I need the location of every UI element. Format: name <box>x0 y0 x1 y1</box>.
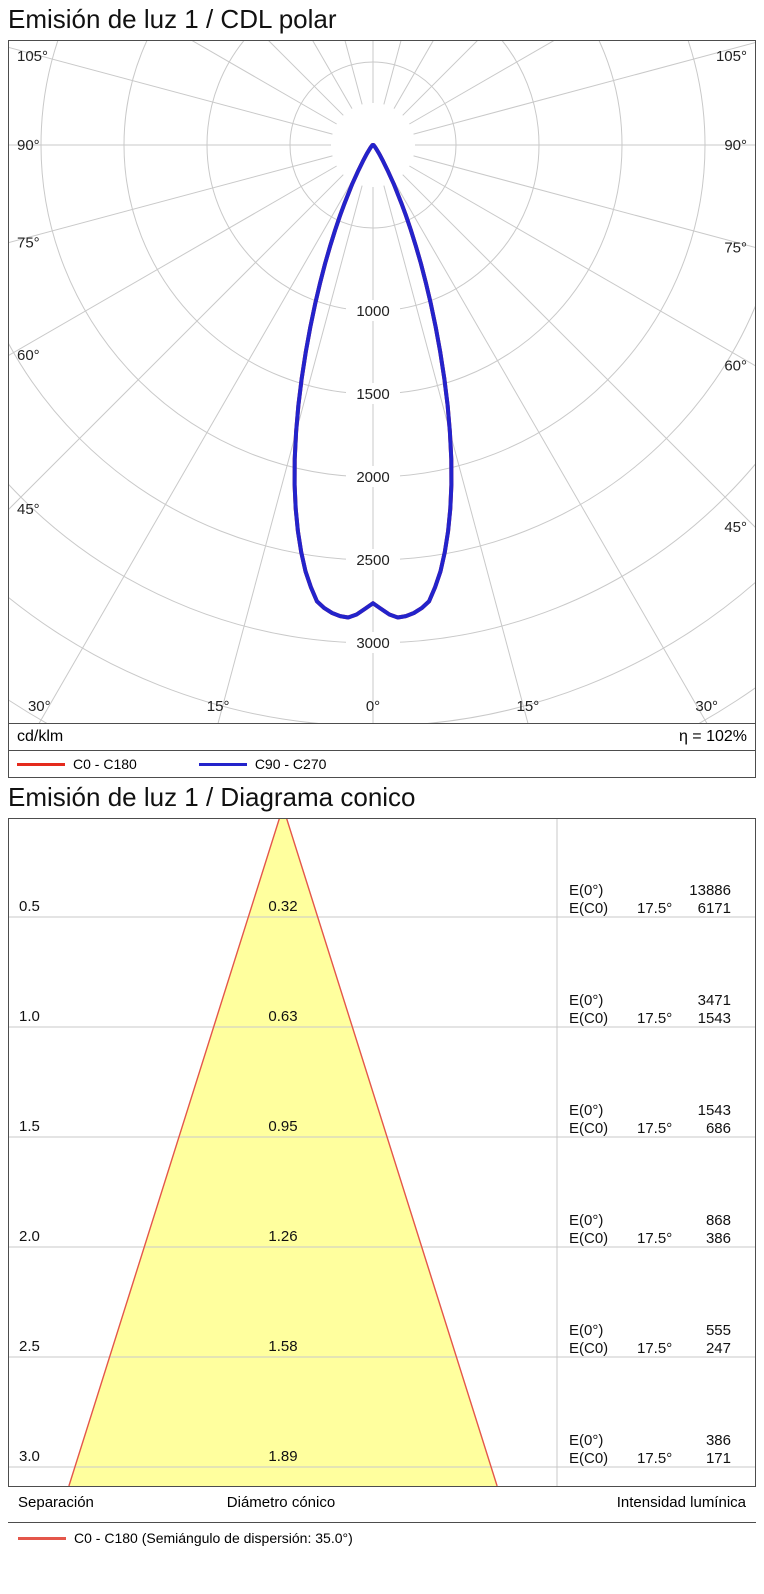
svg-text:0.32: 0.32 <box>268 898 297 915</box>
svg-text:E(C0): E(C0) <box>569 1230 608 1247</box>
svg-text:105°: 105° <box>716 48 747 65</box>
svg-text:30°: 30° <box>28 698 51 715</box>
svg-text:15°: 15° <box>517 698 540 715</box>
svg-text:3471: 3471 <box>698 992 731 1009</box>
svg-text:17.5°: 17.5° <box>637 1010 672 1027</box>
svg-text:E(C0): E(C0) <box>569 1340 608 1357</box>
svg-text:1543: 1543 <box>698 1102 731 1119</box>
svg-text:105°: 105° <box>17 48 48 65</box>
svg-text:2000: 2000 <box>356 469 389 486</box>
svg-text:6171: 6171 <box>698 900 731 917</box>
svg-text:2500: 2500 <box>356 552 389 569</box>
legend-item-c0-c180: C0 - C180 <box>17 756 137 772</box>
svg-text:E(0°): E(0°) <box>569 992 603 1009</box>
svg-text:0.5: 0.5 <box>19 898 40 915</box>
cone-legend-wrap: C0 - C180 (Semiángulo de dispersión: 35.… <box>8 1522 756 1553</box>
svg-text:686: 686 <box>706 1120 731 1137</box>
svg-text:1500: 1500 <box>356 386 389 403</box>
svg-text:1.58: 1.58 <box>268 1338 297 1355</box>
svg-text:30°: 30° <box>695 698 718 715</box>
legend-item-c90-c270: C90 - C270 <box>198 756 327 772</box>
svg-text:45°: 45° <box>724 519 747 536</box>
svg-text:2.5: 2.5 <box>19 1338 40 1355</box>
c90-c270-line-swatch <box>198 762 247 766</box>
unit-label: cd/klm <box>17 728 64 745</box>
svg-text:1.26: 1.26 <box>268 1228 297 1245</box>
svg-text:13886: 13886 <box>689 882 731 899</box>
c0-c180-label: C0 - C180 <box>73 756 137 772</box>
cone-c0-c180-line-swatch <box>18 1536 66 1540</box>
polar-intensity-chart: 1000 1500 2000 2500 3000 0° 15° 15° 30° 30° 45° 45°… <box>9 41 755 723</box>
svg-text:555: 555 <box>706 1322 731 1339</box>
polar-legend: C0 - C180 C90 - C270 <box>9 750 755 777</box>
photometric-report: Emisión de luz 1 / CDL polar 1000 1500 200… <box>0 4 764 1553</box>
polar-section-title: Emisión de luz 1 / CDL polar <box>8 4 337 34</box>
svg-text:0.95: 0.95 <box>268 1118 297 1135</box>
svg-text:17.5°: 17.5° <box>637 900 672 917</box>
svg-text:1543: 1543 <box>698 1010 731 1027</box>
svg-text:171: 171 <box>706 1450 731 1467</box>
svg-text:0°: 0° <box>366 698 380 715</box>
svg-text:E(0°): E(0°) <box>569 1102 603 1119</box>
c90-c270-label: C90 - C270 <box>254 756 327 772</box>
svg-text:3000: 3000 <box>356 635 389 652</box>
svg-text:75°: 75° <box>724 239 747 256</box>
svg-text:17.5°: 17.5° <box>637 1230 672 1247</box>
svg-text:17.5°: 17.5° <box>637 1340 672 1357</box>
svg-text:868: 868 <box>706 1212 731 1229</box>
cone-legend: C0 - C180 (Semiángulo de dispersión: 35.… <box>8 1523 756 1553</box>
svg-text:E(0°): E(0°) <box>569 1322 603 1339</box>
svg-text:17.5°: 17.5° <box>637 1120 672 1137</box>
efficiency-value: η = 102% <box>678 728 747 745</box>
cone-diagram-chart: 0.5 0.32 E(0°) 13886 E(C0) 17.5° 6171 1.0 0.63 E(… <box>9 819 755 1486</box>
separation-column-label: Separación <box>18 1494 94 1511</box>
svg-text:1000: 1000 <box>356 303 389 320</box>
svg-text:3.0: 3.0 <box>19 1448 40 1465</box>
polar-chart-box: 1000 1500 2000 2500 3000 0° 15° 15° 30° 30° 45° 45°… <box>8 40 756 778</box>
svg-text:15°: 15° <box>207 698 230 715</box>
svg-text:17.5°: 17.5° <box>637 1450 672 1467</box>
cone-legend-label: C0 - C180 (Semiángulo de dispersión: 35.… <box>74 1530 353 1546</box>
svg-text:E(0°): E(0°) <box>569 1212 603 1229</box>
svg-text:E(C0): E(C0) <box>569 1450 608 1467</box>
svg-text:E(C0): E(C0) <box>569 1120 608 1137</box>
svg-text:90°: 90° <box>17 137 40 154</box>
intensity-column-label: Intensidad lumínica <box>616 1494 746 1511</box>
svg-text:1.89: 1.89 <box>268 1448 297 1465</box>
svg-text:E(0°): E(0°) <box>569 882 603 899</box>
svg-text:60°: 60° <box>17 347 40 364</box>
svg-text:386: 386 <box>706 1230 731 1247</box>
cone-chart-box: 0.5 0.32 E(0°) 13886 E(C0) 17.5° 6171 1.0 0.63 E(… <box>8 818 756 1487</box>
svg-text:2.0: 2.0 <box>19 1228 40 1245</box>
svg-text:60°: 60° <box>724 358 747 375</box>
cone-footer-row: Separación Diámetro cónico Intensidad lu… <box>8 1487 756 1516</box>
svg-text:E(C0): E(C0) <box>569 1010 608 1027</box>
svg-text:1.0: 1.0 <box>19 1008 40 1025</box>
svg-text:0.63: 0.63 <box>268 1008 297 1025</box>
polar-info-row: cd/klm η = 102% <box>9 723 755 750</box>
svg-text:45°: 45° <box>17 501 40 518</box>
svg-text:E(C0): E(C0) <box>569 900 608 917</box>
svg-text:E(0°): E(0°) <box>569 1432 603 1449</box>
c0-c180-line-swatch <box>17 762 65 766</box>
svg-text:247: 247 <box>706 1340 731 1357</box>
svg-text:75°: 75° <box>17 235 40 252</box>
svg-text:386: 386 <box>706 1432 731 1449</box>
cone-section-title: Emisión de luz 1 / Diagrama conico <box>8 782 416 812</box>
svg-text:1.5: 1.5 <box>19 1118 40 1135</box>
svg-text:90°: 90° <box>724 137 747 154</box>
diameter-column-label: Diámetro cónico <box>226 1494 336 1511</box>
